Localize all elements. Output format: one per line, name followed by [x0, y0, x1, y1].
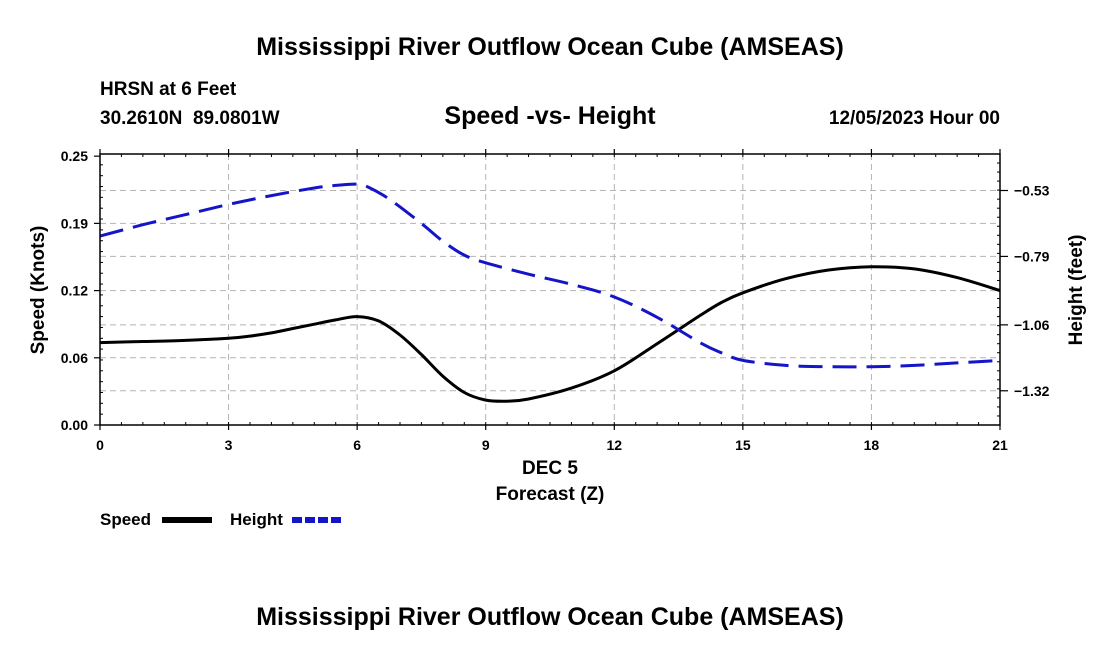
station-label: HRSN at 6 Feet	[100, 79, 237, 100]
x-tick-label: 18	[864, 437, 880, 453]
y2-tick-label: −0.79	[1014, 248, 1050, 264]
y-tick-label: 0.19	[61, 215, 88, 231]
x-tick-label: 12	[606, 437, 622, 453]
forecast-datetime: 12/05/2023 Hour 00	[829, 108, 1000, 129]
x-axis-day-label: DEC 5	[522, 458, 578, 479]
chart-subtitle: Speed -vs- Height	[444, 102, 656, 130]
x-axis-label: Forecast (Z)	[496, 484, 605, 505]
grid-lines	[100, 154, 1000, 425]
y-tick-label: 0.25	[61, 148, 88, 164]
y-tick-label: 0.00	[61, 417, 88, 433]
y-axis-label: Speed (Knots)	[28, 226, 49, 355]
y-tick-label: 0.06	[61, 350, 88, 366]
x-tick-label: 15	[735, 437, 751, 453]
y2-tick-label: −1.06	[1014, 317, 1050, 333]
y2-tick-label: −1.32	[1014, 383, 1050, 399]
legend: Speed Height	[100, 510, 342, 529]
y2-tick-label: −0.53	[1014, 183, 1050, 199]
speed-series-line	[99, 265, 1001, 403]
axis-ticks: 0 3 6 9 12 15 18 21 0.00 0.06 0.12 0.19 0.25 −0.53 −0.…	[61, 148, 1050, 453]
legend-height-label: Height	[230, 510, 283, 529]
x-tick-label: 3	[225, 437, 233, 453]
series-lines	[99, 182, 1001, 403]
legend-speed-label: Speed	[100, 510, 151, 529]
y-tick-label: 0.12	[61, 283, 88, 299]
y2-axis-label: Height (feet)	[1066, 235, 1087, 346]
height-series-line	[99, 182, 1001, 369]
chart-main-title: Mississippi River Outflow Ocean Cube (AM…	[256, 33, 844, 61]
x-tick-label: 21	[992, 437, 1008, 453]
minor-ticks	[99, 153, 1001, 426]
plot-frame	[99, 153, 1001, 426]
station-coordinates: 30.2610N 89.0801W	[100, 108, 280, 129]
x-tick-label: 9	[482, 437, 490, 453]
x-tick-label: 0	[96, 437, 104, 453]
x-tick-label: 6	[353, 437, 361, 453]
footer-title: Mississippi River Outflow Ocean Cube (AM…	[256, 603, 844, 631]
